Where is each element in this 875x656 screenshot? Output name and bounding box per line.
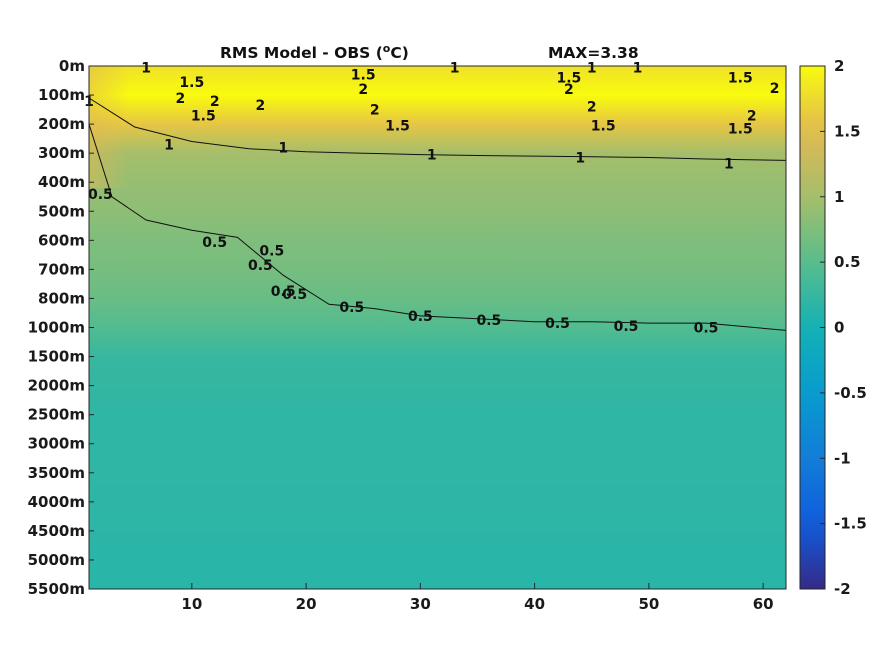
y-tick-label: 4000m bbox=[28, 493, 85, 511]
colorbar-tick-label: -1.5 bbox=[834, 515, 867, 533]
contour-label: 1 bbox=[587, 61, 597, 77]
x-tick-label: 40 bbox=[524, 595, 545, 613]
contour-label: 0.5 bbox=[339, 300, 364, 316]
max-annotation: MAX=3.38 bbox=[548, 44, 639, 62]
contour-label: 0.5 bbox=[614, 319, 639, 335]
contour-label: 0.5 bbox=[476, 313, 501, 329]
heatmap-field bbox=[89, 66, 786, 589]
x-tick-label: 50 bbox=[638, 595, 659, 613]
contour-line-0.5 bbox=[88, 123, 787, 331]
contour-label: 1.5 bbox=[556, 71, 581, 87]
title-superscript: o bbox=[383, 42, 391, 55]
colorbar-ticks: 2 1.5 1 0.5 0 -0.5 -1 -1.5 -2 bbox=[820, 57, 867, 598]
colorbar-tick-label: 0 bbox=[834, 319, 844, 337]
x-tick-label: 20 bbox=[296, 595, 317, 613]
y-tick-label: 500m bbox=[38, 202, 85, 220]
svg-text:RMS Model - OBS (oC): RMS Model - OBS (oC) bbox=[220, 42, 409, 62]
contour-label: 0.5 bbox=[271, 284, 296, 300]
y-tick-label: 800m bbox=[38, 289, 85, 307]
y-tick-label: 4500m bbox=[28, 522, 85, 540]
title: RMS Model - OBS (oC) MAX=3.38 bbox=[220, 42, 639, 62]
contour-label: 1.5 bbox=[385, 119, 410, 135]
contour-label: 1.5 bbox=[728, 122, 753, 138]
contour-label: 1 bbox=[427, 148, 437, 164]
contour-label: 2 bbox=[256, 98, 266, 114]
contour-label: 1 bbox=[278, 140, 288, 156]
contour-label: 0.5 bbox=[259, 244, 284, 260]
contour-label: 0.5 bbox=[248, 258, 273, 274]
y-tick-label: 1500m bbox=[28, 348, 85, 366]
contour-label: 2 bbox=[370, 103, 380, 119]
contour-label: 1.5 bbox=[728, 71, 753, 87]
contour-label: 1.5 bbox=[591, 119, 616, 135]
chart-title: RMS Model - OBS ( bbox=[220, 44, 383, 62]
contour-label: 2 bbox=[358, 82, 368, 98]
x-tick-label: 60 bbox=[753, 595, 774, 613]
contour-label: 2 bbox=[587, 100, 597, 116]
colorbar-tick-label: 1 bbox=[834, 188, 844, 206]
colorbar-tick-label: -2 bbox=[834, 580, 851, 598]
contour-label: 1 bbox=[164, 137, 174, 153]
colorbar-tick-label: 0.5 bbox=[834, 253, 861, 271]
contour-label: 1 bbox=[633, 61, 643, 77]
y-tick-label: 2500m bbox=[28, 406, 85, 424]
contour-line-1 bbox=[88, 97, 787, 161]
y-tick-label: 5500m bbox=[28, 580, 85, 598]
contour-label: 0.5 bbox=[282, 287, 307, 303]
y-tick-label: 600m bbox=[38, 231, 85, 249]
contour-label: 0.5 bbox=[545, 316, 570, 332]
contour-label: 0.5 bbox=[694, 321, 719, 337]
contour-label: 2 bbox=[747, 108, 757, 124]
colorbar-tick-label: 1.5 bbox=[834, 122, 861, 140]
colorbar-tick-label: -1 bbox=[834, 449, 851, 467]
y-tick-label: 0m bbox=[59, 57, 85, 75]
contour-label: 1 bbox=[141, 61, 151, 77]
contour-label: 0.5 bbox=[408, 309, 433, 325]
y-tick-label: 2000m bbox=[28, 377, 85, 395]
y-tick-label: 200m bbox=[38, 115, 85, 133]
title-unit: C) bbox=[390, 44, 408, 62]
y-tick-label: 300m bbox=[38, 144, 85, 162]
contour-label: 2 bbox=[210, 94, 220, 110]
surface-warm-band bbox=[89, 66, 129, 189]
y-axis: 0m 100m 200m 300m 400m 500m 600m 700m 800m 1000m 1… bbox=[28, 57, 94, 598]
y-tick-label: 400m bbox=[38, 173, 85, 191]
y-tick-label: 3500m bbox=[28, 464, 85, 482]
contour-label: 0.5 bbox=[88, 187, 113, 203]
contour-label: 1 bbox=[724, 156, 734, 172]
y-tick-label: 5000m bbox=[28, 551, 85, 569]
x-tick-label: 10 bbox=[181, 595, 202, 613]
contour-label: 1 bbox=[575, 151, 585, 167]
y-tick-label: 1000m bbox=[28, 319, 85, 337]
contour-label: 2 bbox=[176, 91, 186, 107]
y-tick-label: 700m bbox=[38, 260, 85, 278]
x-axis: 10 20 30 40 50 60 bbox=[181, 583, 774, 613]
y-tick-label: 100m bbox=[38, 86, 85, 104]
x-tick-label: 30 bbox=[410, 595, 431, 613]
contour-label: 2 bbox=[770, 81, 780, 97]
contour-label: 1 bbox=[450, 61, 460, 77]
contour-lines bbox=[88, 97, 787, 331]
field-overlays bbox=[89, 66, 129, 189]
colorbar-tick-label: -0.5 bbox=[834, 384, 867, 402]
contour-label: 2 bbox=[564, 82, 574, 98]
contour-label: 1.5 bbox=[351, 68, 376, 84]
contour-label: 0.5 bbox=[202, 235, 227, 251]
contour-label: 1.5 bbox=[179, 75, 204, 91]
y-tick-label: 3000m bbox=[28, 435, 85, 453]
colorbar-tick-label: 2 bbox=[834, 57, 844, 75]
contour-label: 1.5 bbox=[191, 108, 216, 124]
